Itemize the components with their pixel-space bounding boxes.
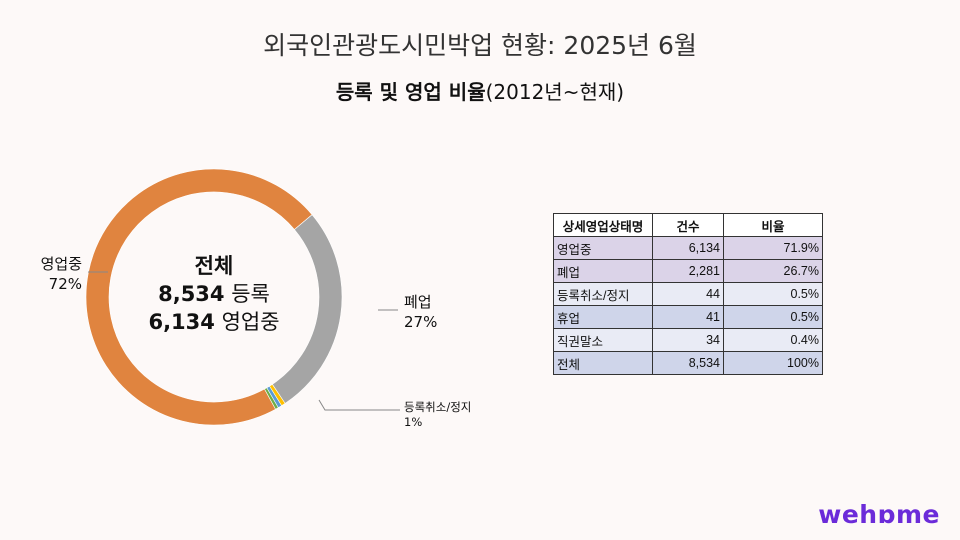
table-row: 휴업 41 0.5% xyxy=(553,305,823,329)
table-row: 전체 8,534 100% xyxy=(553,351,823,375)
label-cancelled: 등록취소/정지 1% xyxy=(404,400,471,430)
subtitle-rest: (2012년~현재) xyxy=(485,80,625,104)
cell-count: 2,281 xyxy=(652,259,724,283)
cell-status: 직권말소 xyxy=(553,328,653,352)
status-table: 상세영업상태명 건수 비율 영업중 6,134 71.9% 폐업 2,281 26.7% 등… xyxy=(553,213,823,375)
center-total-label: 전체 xyxy=(194,254,234,278)
label-operating-pct: 72% xyxy=(48,275,82,293)
subtitle-bold: 등록 및 영업 비율 xyxy=(335,80,486,104)
center-operating-count: 6,134 xyxy=(148,310,215,334)
header-status: 상세영업상태명 xyxy=(553,213,653,237)
cell-ratio: 0.4% xyxy=(723,328,823,352)
center-registered-text: 등록 xyxy=(231,282,270,306)
center-registered-count: 8,534 xyxy=(158,282,225,306)
donut-center-label: 전체 8,534 등록 6,134 영업중 xyxy=(114,252,314,336)
cell-count: 41 xyxy=(652,305,724,329)
cell-status: 전체 xyxy=(553,351,653,375)
cell-count: 8,534 xyxy=(652,351,724,375)
label-cancelled-pct: 1% xyxy=(404,415,423,429)
chart-subtitle: 등록 및 영업 비율(2012년~현재) xyxy=(0,76,960,105)
donut-slice-영업중 xyxy=(85,168,313,426)
cell-count: 6,134 xyxy=(652,236,724,260)
cell-ratio: 0.5% xyxy=(723,282,823,306)
cell-status: 등록취소/정지 xyxy=(553,282,653,306)
page-title: 외국인관광도시민박업 현황: 2025년 6월 xyxy=(263,31,697,60)
cell-count: 34 xyxy=(652,328,724,352)
label-cancelled-name: 등록취소/정지 xyxy=(404,400,472,414)
wehome-logo: wehɒme xyxy=(818,500,940,529)
table-row: 직권말소 34 0.4% xyxy=(553,328,823,352)
table-row: 폐업 2,281 26.7% xyxy=(553,259,823,283)
label-operating: 영업중 72% xyxy=(26,254,82,294)
leader-line-cancelled xyxy=(318,399,400,411)
cell-ratio: 100% xyxy=(723,351,823,375)
table-row: 영업중 6,134 71.9% xyxy=(553,236,823,260)
cell-ratio: 26.7% xyxy=(723,259,823,283)
cell-status: 휴업 xyxy=(553,305,653,329)
center-operating-text: 영업중 xyxy=(221,310,280,334)
cell-ratio: 71.9% xyxy=(723,236,823,260)
label-closed-name: 폐업 xyxy=(404,293,432,311)
cell-status: 폐업 xyxy=(553,259,653,283)
table-row: 등록취소/정지 44 0.5% xyxy=(553,282,823,306)
cell-count: 44 xyxy=(652,282,724,306)
label-closed-pct: 27% xyxy=(404,313,438,331)
label-operating-name: 영업중 xyxy=(40,255,82,273)
header-count: 건수 xyxy=(652,213,724,237)
label-closed: 폐업 27% xyxy=(404,292,437,332)
header-ratio: 비율 xyxy=(723,213,823,237)
donut-slice-폐업 xyxy=(271,214,343,404)
cell-status: 영업중 xyxy=(553,236,653,260)
cell-ratio: 0.5% xyxy=(723,305,823,329)
